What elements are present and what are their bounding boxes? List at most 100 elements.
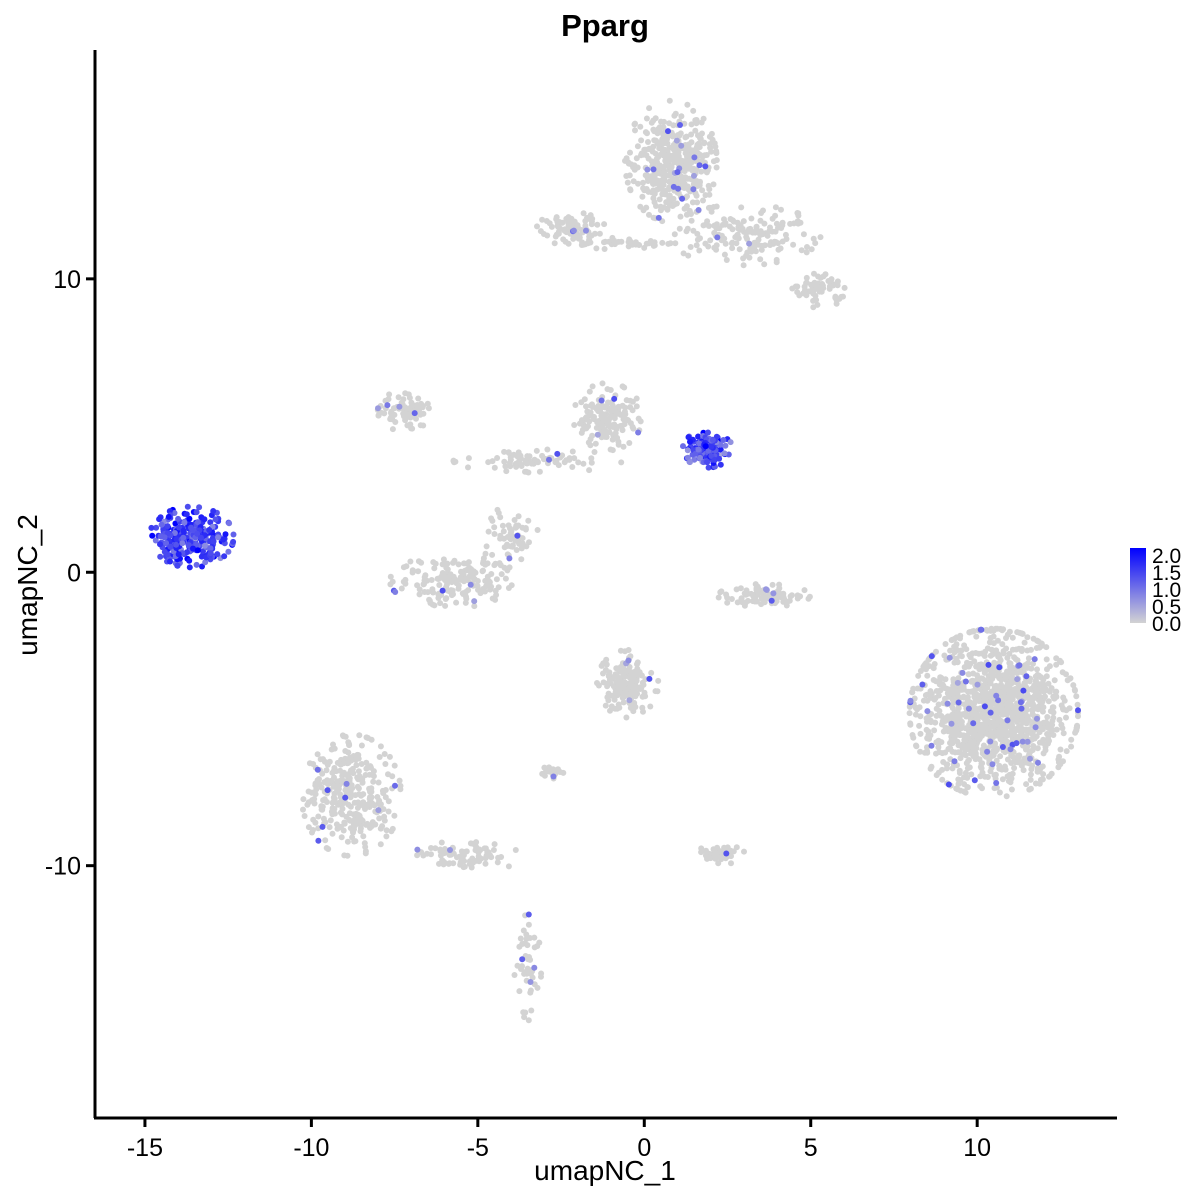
data-point: [728, 860, 734, 867]
data-point: [942, 676, 949, 683]
data-point: [163, 540, 170, 547]
data-point: [541, 456, 547, 463]
data-point: [473, 843, 479, 850]
data-point: [691, 456, 698, 463]
data-point: [593, 245, 600, 252]
data-point: [626, 236, 633, 243]
data-point: [230, 531, 237, 538]
data-point: [1073, 693, 1080, 700]
data-point: [381, 813, 388, 820]
data-point: [437, 600, 444, 607]
data-point: [670, 122, 677, 129]
data-point: [1009, 770, 1016, 777]
data-point: [1072, 729, 1079, 736]
data-point: [591, 449, 598, 455]
data-point: [1025, 726, 1032, 733]
data-point: [973, 712, 980, 719]
data-point: [1031, 656, 1038, 663]
data-point: [519, 956, 526, 963]
data-point: [1055, 764, 1062, 771]
data-point: [504, 534, 511, 540]
data-point: [985, 661, 992, 668]
data-point: [1064, 677, 1071, 684]
data-point: [680, 443, 686, 450]
data-point: [377, 841, 384, 848]
data-point: [687, 438, 693, 445]
data-point: [1019, 738, 1026, 745]
data-point: [520, 927, 527, 934]
data-point: [647, 703, 654, 710]
data-point: [707, 237, 714, 244]
data-point: [1001, 686, 1008, 693]
data-point: [538, 973, 544, 980]
data-point: [1053, 655, 1060, 662]
data-point: [544, 232, 551, 239]
data-point: [1024, 738, 1031, 745]
data-point: [1046, 663, 1053, 670]
data-point: [309, 797, 316, 804]
data-point: [1070, 682, 1077, 689]
data-point: [543, 218, 550, 224]
x-tick-label: -15: [127, 1134, 163, 1162]
data-point: [740, 218, 747, 225]
data-point: [1027, 785, 1034, 792]
data-point: [648, 119, 655, 126]
data-point: [625, 160, 632, 167]
data-point: [531, 934, 538, 941]
data-point: [357, 828, 364, 835]
data-point: [1020, 669, 1027, 676]
data-point: [414, 403, 421, 410]
data-point: [447, 847, 453, 853]
data-point: [201, 542, 208, 549]
data-point: [761, 220, 768, 227]
data-point: [367, 788, 373, 795]
data-point: [996, 654, 1003, 661]
data-point: [533, 447, 540, 454]
data-point: [987, 738, 994, 745]
data-point: [502, 463, 509, 470]
data-point: [544, 446, 551, 453]
data-point: [689, 199, 696, 206]
data-point: [391, 405, 398, 412]
data-point: [210, 538, 217, 545]
data-point: [587, 216, 594, 223]
data-point: [993, 784, 1000, 791]
data-point: [411, 410, 418, 417]
data-point: [574, 222, 581, 229]
data-point: [358, 761, 365, 767]
data-point: [740, 255, 747, 262]
data-point: [186, 515, 193, 522]
data-point: [541, 772, 548, 779]
data-point: [964, 784, 971, 790]
data-point: [485, 849, 492, 856]
data-point: [1005, 708, 1012, 715]
data-point: [345, 749, 352, 756]
data-point: [631, 700, 638, 706]
data-point: [977, 626, 984, 633]
data-point: [710, 204, 717, 210]
data-point: [646, 105, 653, 112]
data-point: [344, 852, 351, 859]
data-point: [933, 648, 939, 655]
data-point: [739, 599, 745, 606]
data-point: [906, 710, 913, 717]
data-point: [358, 742, 365, 749]
data-point: [664, 157, 670, 164]
data-point: [716, 455, 723, 462]
data-point: [656, 196, 663, 203]
data-point: [924, 697, 931, 704]
data-point: [748, 215, 755, 222]
data-point: [949, 696, 956, 703]
data-point: [1040, 771, 1047, 778]
data-point: [909, 732, 916, 738]
data-point: [672, 149, 679, 155]
data-point: [1005, 693, 1012, 700]
data-point: [753, 223, 760, 230]
data-point: [977, 735, 983, 741]
data-point: [522, 1009, 529, 1016]
data-point: [699, 187, 706, 194]
data-point: [693, 166, 700, 173]
data-point: [993, 757, 1000, 764]
data-point: [715, 594, 722, 601]
data-point: [1068, 736, 1075, 743]
